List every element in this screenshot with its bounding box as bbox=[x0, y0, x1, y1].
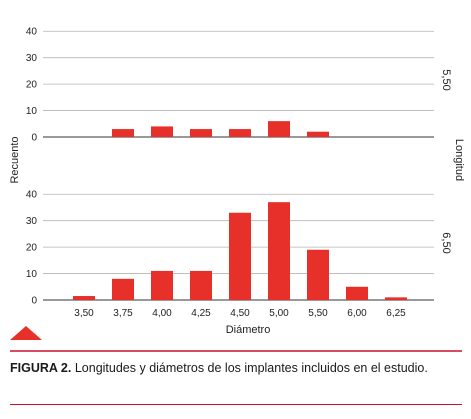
x-tick-label: 3,50 bbox=[74, 308, 94, 319]
bar-1-1 bbox=[112, 278, 134, 300]
bar-0-2 bbox=[151, 126, 173, 137]
y-axis-title: Recuento bbox=[9, 136, 21, 183]
bar-1-5 bbox=[268, 202, 290, 300]
x-tick-label: 6,00 bbox=[347, 308, 367, 319]
x-tick-label: 4,00 bbox=[152, 308, 172, 319]
x-tick-label: 4,25 bbox=[191, 308, 211, 319]
y-tick-label: 0 bbox=[31, 133, 37, 144]
y-tick-label: 40 bbox=[26, 27, 38, 38]
panel-label: 6,50 bbox=[440, 232, 452, 253]
bar-0-3 bbox=[190, 129, 212, 137]
x-tick-label: 5,50 bbox=[308, 308, 328, 319]
y-tick-label: 0 bbox=[31, 296, 37, 307]
y-tick-label: 20 bbox=[26, 80, 38, 91]
x-tick-label: 5,00 bbox=[269, 308, 289, 319]
x-tick-label: 4,50 bbox=[230, 308, 250, 319]
x-axis-title: Diámetro bbox=[226, 324, 271, 336]
panel-label: 5,50 bbox=[440, 69, 452, 90]
triangle-marker-icon bbox=[10, 326, 42, 340]
y-tick-label: 40 bbox=[26, 190, 38, 201]
bar-1-7 bbox=[346, 286, 368, 300]
y-tick-label: 20 bbox=[26, 243, 38, 254]
bar-0-6 bbox=[307, 131, 329, 137]
bar-1-4 bbox=[229, 212, 251, 300]
faceted-bar-chart: 0 10 20 30 40 5,50 0 10 20 30 40 6,50 3,50 3,75 4,00 4,… bbox=[9, 27, 465, 352]
caption-text: Longitudes y diámetros de los implantes … bbox=[71, 361, 428, 375]
bar-1-8 bbox=[385, 297, 407, 300]
bar-0-4 bbox=[229, 129, 251, 137]
x-tick-label: 3,75 bbox=[113, 308, 133, 319]
caption-rule-bottom bbox=[10, 404, 462, 405]
y-tick-label: 30 bbox=[26, 216, 38, 227]
y-tick-label: 10 bbox=[26, 106, 38, 117]
y-tick-label: 10 bbox=[26, 269, 38, 280]
caption-label: FIGURA 2. bbox=[10, 361, 72, 375]
facet-title: Longitud bbox=[453, 139, 465, 181]
figure-caption: FIGURA 2. Longitudes y diámetros de los … bbox=[10, 360, 462, 377]
bar-1-6 bbox=[307, 249, 329, 300]
bar-0-5 bbox=[268, 121, 290, 137]
bar-1-3 bbox=[190, 270, 212, 300]
bar-1-0 bbox=[73, 296, 95, 300]
x-tick-label: 6,25 bbox=[386, 308, 406, 319]
y-tick-label: 30 bbox=[26, 53, 38, 64]
bar-0-1 bbox=[112, 129, 134, 137]
bar-1-2 bbox=[151, 270, 173, 300]
